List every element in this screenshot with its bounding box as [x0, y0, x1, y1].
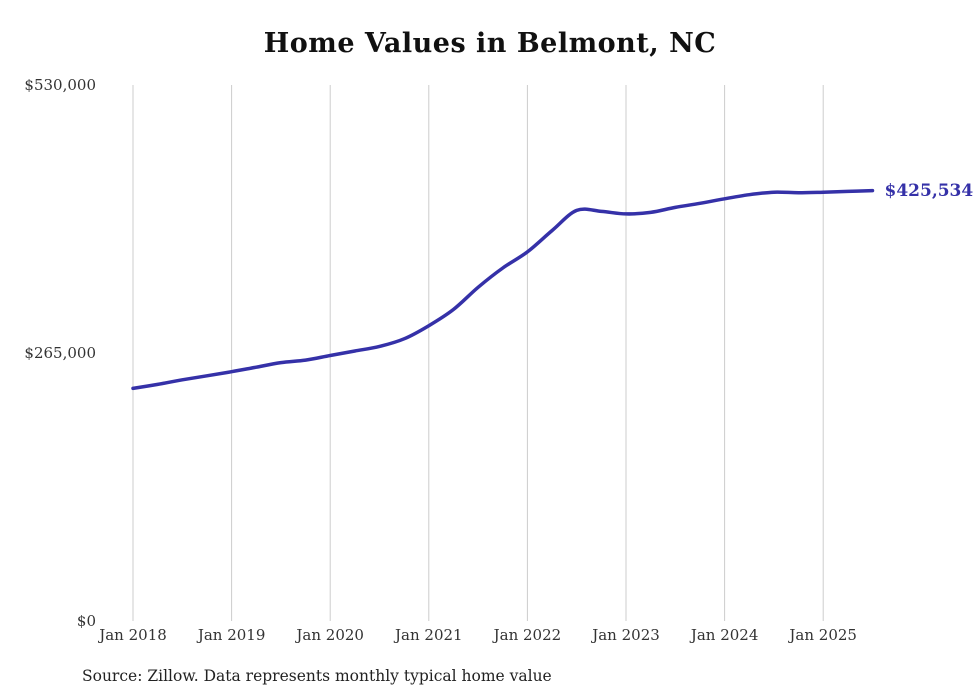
y-axis-tick-label: $265,000: [24, 344, 96, 362]
home-value-line-series: [131, 188, 875, 391]
x-axis-tick-label: Jan 2023: [592, 626, 660, 644]
source-note: Source: Zillow. Data represents monthly …: [82, 667, 552, 685]
x-axis-tick-label: Jan 2025: [789, 626, 857, 644]
chart-title: Home Values in Belmont, NC: [263, 28, 717, 59]
gridlines: [132, 85, 824, 621]
x-axis-tick-label: Jan 2021: [395, 626, 463, 644]
y-axis-tick-label: $530,000: [24, 76, 96, 94]
end-value-label: $425,534: [884, 180, 974, 201]
x-axis-tick-label: Jan 2020: [296, 626, 364, 644]
x-axis-tick-label: Jan 2022: [493, 626, 562, 644]
x-axis-tick-label: Jan 2024: [690, 626, 759, 644]
x-axis-tick-label: Jan 2019: [197, 626, 266, 644]
x-axis-tick-label: Jan 2018: [99, 626, 167, 644]
y-axis-tick-label: $0: [76, 612, 96, 630]
